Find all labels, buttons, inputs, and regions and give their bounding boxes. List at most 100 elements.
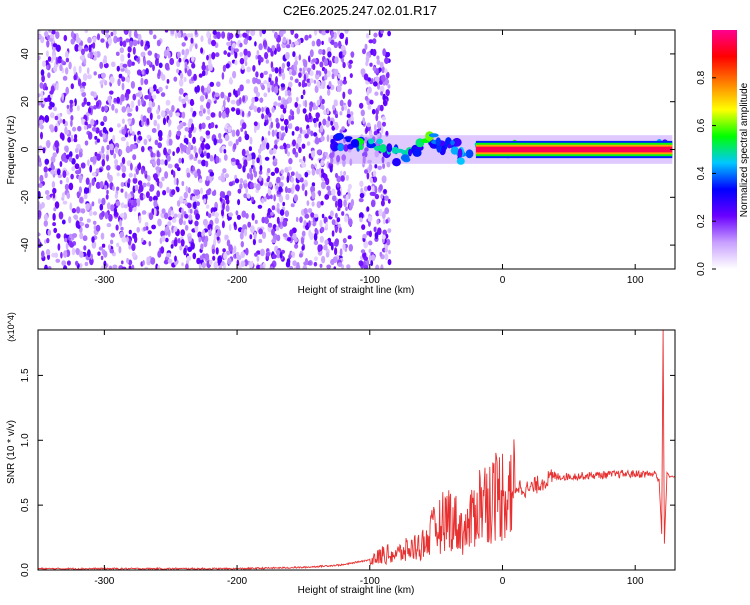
noise-speck	[326, 108, 330, 115]
noise-speck	[50, 155, 56, 164]
noise-speck	[215, 124, 218, 129]
noise-speck	[342, 79, 348, 85]
noise-speck	[313, 30, 318, 36]
noise-speck	[307, 208, 313, 214]
noise-speck	[295, 216, 299, 223]
noise-speck	[263, 196, 267, 202]
noise-speck	[148, 100, 153, 109]
noise-speck	[254, 41, 257, 47]
noise-speck	[369, 99, 374, 105]
noise-speck	[197, 231, 202, 238]
noise-speck	[176, 146, 180, 153]
noise-speck	[339, 129, 343, 135]
noise-speck	[341, 126, 346, 131]
noise-speck	[271, 66, 275, 73]
noise-speck	[333, 68, 339, 77]
noise-speck	[315, 168, 320, 175]
noise-speck	[274, 67, 279, 74]
noise-speck	[252, 158, 255, 166]
noise-speck	[119, 213, 125, 218]
noise-speck	[176, 68, 180, 74]
snr-y-axis-label: SNR (10 * v/v)	[6, 420, 17, 484]
noise-speck	[287, 95, 293, 104]
noise-speck	[341, 106, 344, 112]
noise-speck	[379, 251, 383, 257]
noise-speck	[261, 84, 265, 91]
noise-speck	[316, 99, 321, 106]
noise-speck	[47, 266, 52, 269]
noise-speck	[336, 182, 340, 188]
noise-speck	[202, 229, 206, 236]
noise-speck	[147, 107, 152, 114]
noise-speck	[349, 73, 353, 79]
noise-speck	[253, 96, 259, 102]
noise-speck	[47, 56, 52, 62]
noise-speck	[135, 105, 139, 112]
noise-speck	[275, 249, 280, 255]
noise-speck	[234, 60, 238, 66]
noise-speck	[333, 121, 339, 129]
noise-speck	[102, 126, 107, 134]
noise-speck	[384, 68, 388, 74]
heatmap-y-ticks: -40 -20 0 20 40	[20, 48, 675, 252]
noise-speck	[125, 145, 131, 154]
noise-speck	[69, 106, 73, 113]
noise-speck	[183, 247, 187, 256]
noise-speck	[171, 105, 175, 112]
noise-speck	[109, 76, 115, 84]
noise-speck	[92, 36, 97, 43]
noise-speck	[365, 55, 370, 63]
noise-speck	[83, 125, 88, 130]
noise-speck	[132, 154, 137, 161]
noise-speck	[360, 249, 366, 254]
noise-speck	[279, 145, 285, 150]
noise-speck	[177, 238, 181, 244]
noise-speck	[250, 152, 256, 160]
noise-speck	[245, 150, 249, 156]
noise-speck	[101, 243, 106, 248]
noise-speck	[264, 52, 269, 60]
noise-speck	[326, 155, 330, 160]
noise-speck	[148, 241, 152, 247]
noise-speck	[57, 243, 61, 251]
noise-speck	[347, 99, 352, 108]
noise-speck	[62, 200, 68, 205]
noise-speck	[259, 97, 264, 103]
noise-speck	[190, 107, 194, 113]
noise-speck	[137, 33, 142, 42]
noise-speck	[223, 95, 228, 101]
noise-speck	[54, 201, 60, 209]
noise-speck	[180, 213, 184, 219]
noise-speck	[106, 222, 112, 228]
colorbar-gradient	[712, 30, 737, 269]
noise-speck	[209, 155, 214, 162]
noise-speck	[235, 109, 241, 116]
noise-speck	[148, 92, 152, 101]
noise-speck	[379, 85, 385, 93]
noise-speck	[227, 52, 231, 58]
noise-speck	[259, 164, 263, 172]
noise-speck	[81, 81, 87, 87]
noise-speck	[74, 147, 79, 154]
signal-blob	[452, 137, 462, 147]
noise-speck	[298, 54, 302, 61]
noise-speck	[387, 228, 392, 234]
noise-speck	[195, 152, 198, 159]
noise-speck	[62, 119, 66, 124]
noise-speck	[75, 170, 80, 175]
y-tick-label: 20	[20, 96, 31, 108]
noise-speck	[220, 91, 225, 99]
noise-speck	[282, 30, 286, 34]
noise-speck	[51, 165, 55, 171]
noise-speck	[183, 199, 188, 204]
noise-speck	[169, 57, 175, 66]
noise-speck	[271, 129, 275, 137]
noise-speck	[238, 97, 242, 105]
noise-speck	[313, 79, 317, 84]
noise-speck	[330, 39, 335, 45]
noise-speck	[45, 86, 48, 91]
noise-speck	[275, 185, 279, 190]
noise-speck	[97, 251, 101, 256]
noise-speck	[95, 224, 101, 232]
noise-speck	[289, 229, 294, 237]
